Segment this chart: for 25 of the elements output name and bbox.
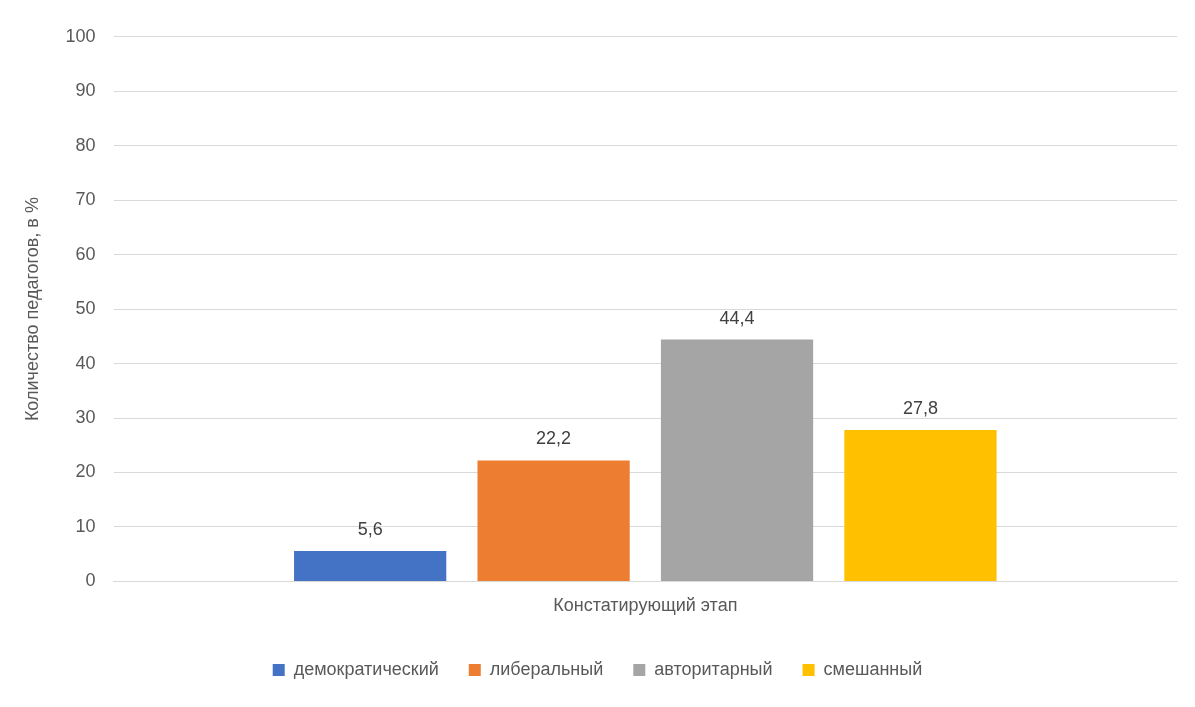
- data-label: 22,2: [536, 428, 572, 449]
- y-tick-label: 0: [85, 570, 96, 591]
- y-tick-label: 20: [75, 461, 96, 482]
- x-tick-label: Констатирующий этап: [553, 595, 738, 616]
- bar: [294, 550, 447, 581]
- y-tick-label: 10: [75, 515, 96, 536]
- y-tick-label: 50: [75, 298, 96, 319]
- bar: [844, 430, 997, 581]
- y-tick-label: 100: [65, 25, 96, 46]
- legend-label: демократический: [293, 658, 439, 679]
- y-tick-label: 70: [75, 189, 96, 210]
- y-tick-label: 80: [75, 134, 96, 155]
- y-tick-label: 30: [75, 406, 96, 427]
- legend-label: авторитарный: [654, 658, 773, 679]
- data-label: 44,4: [719, 307, 755, 328]
- data-label: 27,8: [902, 397, 938, 418]
- bar: [660, 339, 814, 581]
- bar: [477, 460, 630, 581]
- legend-label: либеральный: [489, 658, 604, 679]
- y-tick-label: 40: [75, 352, 96, 373]
- y-tick-label: 90: [75, 80, 96, 101]
- legend-label: смешанный: [823, 658, 923, 679]
- y-tick-label: 60: [75, 243, 96, 264]
- data-label: 5,6: [357, 518, 383, 539]
- y-axis-title: Количество педагогов, в %: [21, 197, 42, 422]
